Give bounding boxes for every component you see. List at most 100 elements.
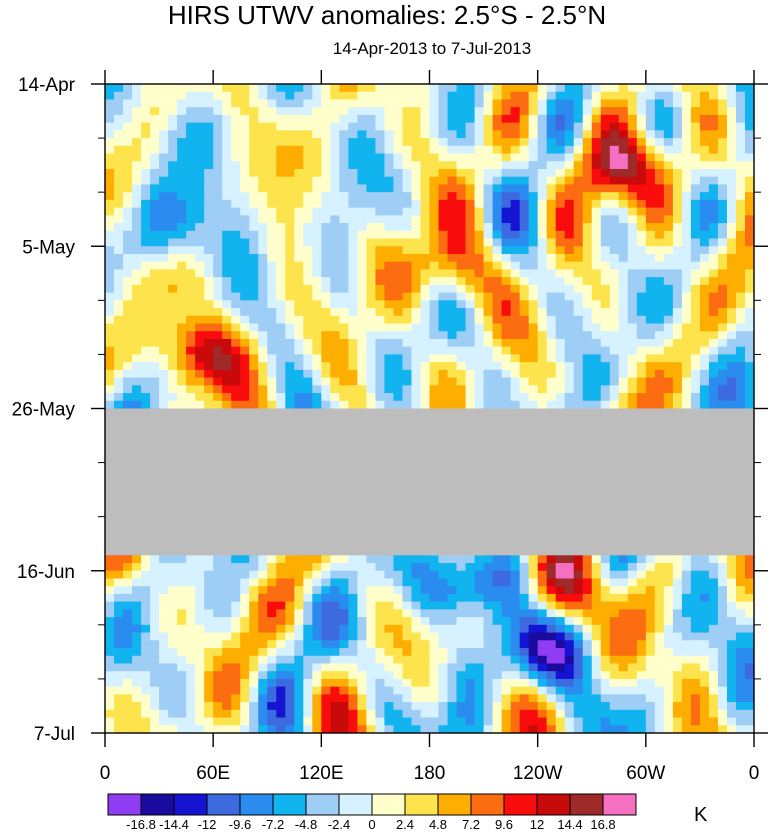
field-cell [402,563,413,572]
field-cell [492,292,503,301]
field-cell [321,207,331,216]
field-cell [465,238,476,247]
field-cell [177,176,187,186]
field-cell [510,277,521,286]
field-cell [528,362,539,371]
field-cell [735,184,746,193]
field-cell [141,153,151,162]
field-cell [429,284,440,294]
field-cell [240,393,250,402]
field-cell [114,238,124,247]
field-cell [483,122,494,131]
field-cell [726,338,737,348]
field-cell [528,153,539,162]
field-cell [402,354,413,363]
field-cell [627,315,638,325]
field-cell [276,570,286,580]
field-cell [267,153,277,162]
field-cell [258,346,268,356]
field-cell [141,230,151,240]
field-cell [132,601,142,610]
field-cell [447,215,458,224]
field-cell [582,586,593,595]
field-cell [546,246,557,255]
field-cell [249,338,259,348]
field-cell [591,593,602,603]
field-cell [555,385,566,394]
field-cell [249,563,259,572]
field-cell [546,362,557,371]
field-cell [717,215,728,224]
field-cell [177,261,187,271]
field-cell [213,91,223,101]
field-cell [735,238,746,247]
field-cell [411,400,422,410]
field-cell [654,223,665,232]
field-cell [438,138,449,147]
field-cell [672,114,683,124]
field-cell [465,563,476,572]
field-cell [456,230,467,240]
field-cell [141,601,151,610]
field-cell [186,145,196,155]
field-cell [474,138,485,147]
field-cell [618,145,629,155]
field-cell [429,555,440,564]
field-cell [510,161,521,170]
field-cell [303,369,313,379]
field-cell [618,138,629,147]
field-cell [456,578,467,587]
field-cell [618,114,629,124]
field-cell [240,555,250,564]
field-cell [195,145,205,155]
field-cell [654,354,665,363]
field-cell [132,91,142,101]
field-cell [195,238,205,247]
field-cell [411,300,422,309]
field-cell [321,253,331,263]
field-cell [600,114,611,124]
field-cell [591,601,602,610]
field-cell [222,246,232,255]
field-cell [150,230,160,240]
field-cell [645,238,656,247]
field-cell [429,362,440,371]
field-cell [267,578,277,587]
field-cell [339,91,349,101]
field-cell [654,555,665,564]
field-cell [105,91,115,101]
field-cell [663,362,674,371]
field-cell [618,308,629,317]
field-cell [537,138,548,147]
field-cell [222,176,232,186]
field-cell [348,99,358,108]
field-cell [420,269,431,278]
field-cell [420,323,431,332]
field-cell [312,400,322,410]
field-cell [627,400,638,410]
field-cell [735,570,746,580]
field-cell [105,230,115,240]
field-cell [312,354,322,363]
field-cell [672,238,683,247]
field-cell [294,238,304,247]
field-cell [735,261,746,271]
field-cell [393,593,404,603]
field-cell [645,277,656,286]
field-cell [294,563,304,572]
field-cell [366,362,377,371]
field-cell [618,331,629,340]
field-cell [213,563,223,572]
field-cell [393,586,404,595]
field-cell [555,253,566,263]
field-cell [294,369,304,379]
field-cell [330,153,340,162]
field-cell [204,145,214,155]
field-cell [573,246,584,255]
field-cell [609,261,620,271]
field-cell [636,284,647,294]
field-cell [735,223,746,232]
field-cell [528,238,539,247]
field-cell [555,393,566,402]
field-cell [393,207,404,216]
